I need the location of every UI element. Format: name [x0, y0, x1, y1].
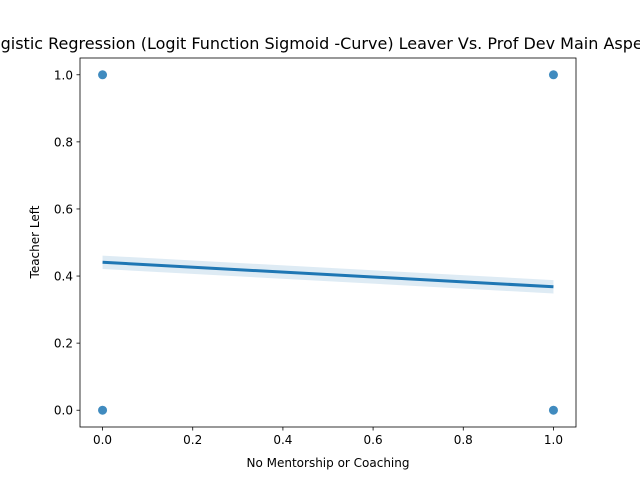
x-tick-label: 0.2 [183, 433, 202, 447]
y-tick: 0.6 [54, 202, 80, 216]
x-tick: 1.0 [544, 427, 563, 447]
y-axis-label: Teacher Left [28, 205, 42, 279]
y-tick: 0.4 [54, 270, 80, 284]
x-tick: 0.2 [183, 427, 202, 447]
y-tick-label: 0.2 [54, 337, 73, 351]
y-tick-label: 0.6 [54, 202, 73, 216]
x-axis: 0.0 0.2 0.4 0.6 0.8 1.0 [93, 427, 563, 447]
scatter-point [98, 70, 108, 80]
x-tick: 0.6 [364, 427, 383, 447]
plot-area [98, 70, 558, 415]
chart-title: Logistic Regression (Logit Function Sigm… [0, 34, 640, 53]
x-tick-label: 0.4 [273, 433, 292, 447]
regression-line [102, 260, 554, 289]
y-tick-label: 0.4 [54, 270, 73, 284]
y-tick: 0.2 [54, 337, 80, 351]
x-tick-label: 0.6 [364, 433, 383, 447]
x-tick-label: 0.0 [93, 433, 112, 447]
x-tick-label: 0.8 [454, 433, 473, 447]
plot-frame [79, 57, 577, 428]
scatter-point [98, 405, 108, 415]
x-tick: 0.8 [454, 427, 473, 447]
y-tick-label: 0.0 [54, 404, 73, 418]
scatter-point [548, 405, 558, 415]
x-tick: 0.4 [273, 427, 292, 447]
x-tick: 0.0 [93, 427, 112, 447]
scatter-point [548, 70, 558, 80]
y-tick: 0.0 [54, 404, 80, 418]
x-tick-label: 1.0 [544, 433, 563, 447]
y-tick: 1.0 [54, 68, 80, 82]
y-tick-label: 1.0 [54, 68, 73, 82]
y-tick: 0.8 [54, 135, 80, 149]
x-axis-label: No Mentorship or Coaching [246, 456, 409, 470]
y-tick-label: 0.8 [54, 135, 73, 149]
y-axis: 0.0 0.2 0.4 0.6 0.8 1.0 [54, 68, 80, 418]
